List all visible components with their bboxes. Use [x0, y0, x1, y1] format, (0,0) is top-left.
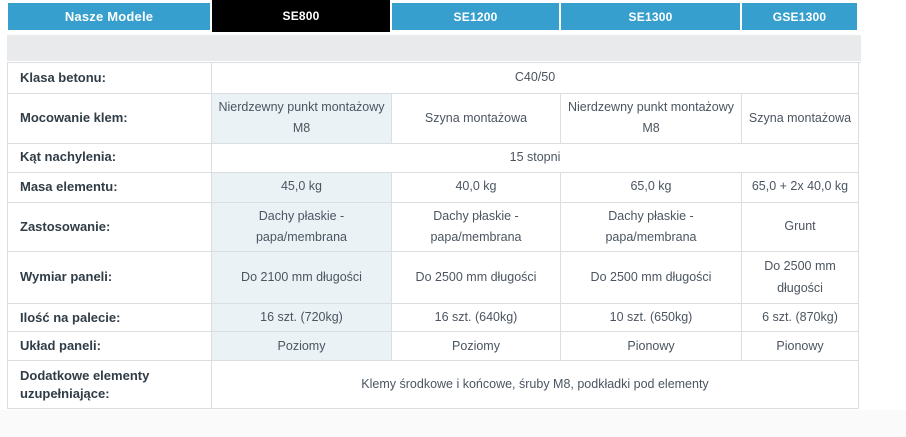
header-cell-models: Nasze Modele: [7, 0, 211, 32]
value-kat-nachylenia-all: 15 stopni: [212, 143, 859, 173]
tab-se800-label[interactable]: SE800: [212, 0, 390, 32]
row-label-dodatkowe-elementy: Dodatkowe elementy uzupełniające:: [8, 361, 212, 410]
value-uklad-se800: Poziomy: [212, 332, 392, 362]
value-wymiar-se1200: Do 2500 mm długości: [392, 252, 561, 304]
tab-se1300-label[interactable]: SE1300: [561, 3, 740, 30]
value-mocowanie-se800: Nierdzewny punkt montażowy M8: [212, 94, 392, 144]
value-masa-se1300: 65,0 kg: [561, 172, 742, 203]
value-mocowanie-se1300: Nierdzewny punkt montażowy M8: [561, 94, 742, 144]
row-label-masa-elementu: Masa elementu:: [8, 172, 212, 203]
model-comparison-table: Nasze Modele SE800 SE1200 SE1300 GSE1300…: [7, 0, 861, 410]
value-mocowanie-se1200: Szyna montażowa: [392, 94, 561, 144]
tab-se800[interactable]: SE800: [211, 0, 391, 32]
row-label-klasa-betonu: Klasa betonu:: [8, 63, 212, 94]
value-masa-se800: 45,0 kg: [212, 172, 392, 203]
value-zastosowanie-gse1300: Grunt: [742, 202, 859, 252]
value-zastosowanie-se1300: Dachy płaskie - papa/membrana: [561, 202, 742, 252]
tab-gse1300[interactable]: GSE1300: [741, 0, 858, 32]
value-uklad-se1300: Pionowy: [561, 332, 742, 362]
row-label-kat-nachylenia: Kąt nachylenia:: [8, 143, 212, 173]
spacer-band: [7, 35, 861, 61]
value-masa-se1200: 40,0 kg: [392, 172, 561, 203]
tab-se1200-label[interactable]: SE1200: [392, 3, 559, 30]
value-ilosc-se1300: 10 szt. (650kg): [561, 304, 742, 333]
value-wymiar-gse1300: Do 2500 mm długości: [742, 252, 859, 304]
value-uklad-gse1300: Pionowy: [742, 332, 859, 362]
tab-gse1300-label[interactable]: GSE1300: [742, 3, 857, 30]
value-ilosc-se800: 16 szt. (720kg): [212, 304, 392, 333]
value-wymiar-se1300: Do 2500 mm długości: [561, 252, 742, 304]
row-label-uklad-paneli: Układ paneli:: [8, 332, 212, 362]
row-label-mocowanie-klem: Mocowanie klem:: [8, 94, 212, 144]
models-header-label: Nasze Modele: [8, 3, 210, 30]
value-mocowanie-gse1300: Szyna montażowa: [742, 94, 859, 144]
spec-table-body: Klasa betonu: C40/50 Mocowanie klem: Nie…: [7, 62, 861, 410]
value-dodatkowe-elementy-all: Klemy środkowe i końcowe, śruby M8, podk…: [212, 361, 859, 410]
row-label-zastosowanie: Zastosowanie:: [8, 202, 212, 252]
value-zastosowanie-se1200: Dachy płaskie - papa/membrana: [392, 202, 561, 252]
model-tabs-header: Nasze Modele SE800 SE1200 SE1300 GSE1300: [7, 0, 861, 32]
value-klasa-betonu-all: C40/50: [212, 63, 859, 94]
row-label-ilosc-na-palecie: Ilość na palecie:: [8, 304, 212, 333]
page-bottom-band: [0, 410, 906, 437]
value-ilosc-gse1300: 6 szt. (870kg): [742, 304, 859, 333]
tab-se1300[interactable]: SE1300: [560, 0, 741, 32]
value-wymiar-se800: Do 2100 mm długości: [212, 252, 392, 304]
row-label-wymiar-paneli: Wymiar paneli:: [8, 252, 212, 304]
value-ilosc-se1200: 16 szt. (640kg): [392, 304, 561, 333]
tab-se1200[interactable]: SE1200: [391, 0, 560, 32]
value-masa-gse1300: 65,0 + 2x 40,0 kg: [742, 172, 859, 203]
value-zastosowanie-se800: Dachy płaskie - papa/membrana: [212, 202, 392, 252]
value-uklad-se1200: Poziomy: [392, 332, 561, 362]
